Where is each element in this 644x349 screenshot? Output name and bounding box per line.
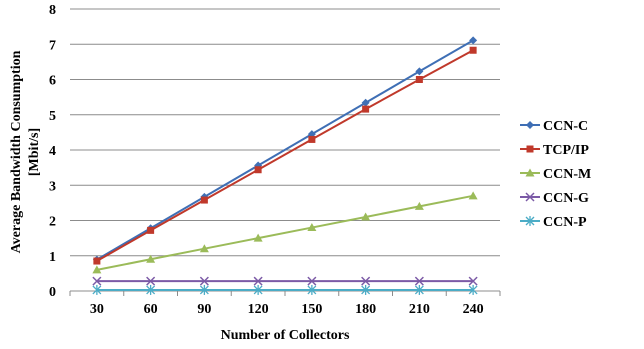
legend-marker — [525, 192, 535, 202]
legend-item: CCN-C — [520, 119, 588, 134]
y-tick-label: 3 — [49, 179, 56, 194]
data-point — [361, 98, 370, 107]
y-axis-title-line-1: Average Bandwidth Consumption — [9, 50, 24, 253]
legend-item: CCN-P — [520, 215, 587, 230]
data-point — [200, 196, 208, 204]
series-line-tcp-ip — [96, 49, 474, 262]
y-axis-title-line-2: [Mbit/s] — [27, 128, 42, 176]
data-point — [307, 276, 317, 286]
data-point — [307, 223, 317, 232]
legend-label: TCP/IP — [543, 143, 589, 158]
x-tick-label: 210 — [409, 302, 430, 317]
legend-item: CCN-G — [520, 191, 589, 206]
data-point — [253, 284, 263, 295]
legend-label: CCN-P — [543, 215, 587, 230]
data-point — [92, 276, 102, 286]
legend-label: CCN-M — [543, 167, 591, 182]
x-tick-label: 90 — [197, 302, 211, 317]
legend-marker — [525, 168, 535, 177]
data-point — [414, 276, 424, 286]
data-point — [93, 257, 101, 265]
data-point — [199, 244, 209, 253]
legend-label: CCN-G — [543, 191, 589, 206]
data-point — [469, 36, 478, 45]
legend-item: TCP/IP — [520, 143, 589, 158]
data-point — [307, 284, 317, 295]
series-line-ccn-m — [96, 194, 474, 271]
legend-marker — [525, 216, 535, 226]
data-point — [362, 105, 370, 113]
y-tick-label: 5 — [49, 109, 56, 124]
data-point — [308, 135, 316, 143]
x-tick-label: 30 — [90, 302, 104, 317]
y-tick-label: 6 — [49, 74, 56, 89]
data-point — [92, 284, 102, 295]
x-tick-label: 120 — [248, 302, 269, 317]
x-tick-label: 150 — [301, 302, 322, 317]
x-tick-label: 60 — [144, 302, 158, 317]
data-point — [361, 212, 371, 221]
legend-marker — [526, 121, 534, 129]
data-point — [414, 201, 424, 210]
y-tick-label: 1 — [49, 250, 56, 265]
data-point — [415, 67, 424, 76]
y-tick-label: 8 — [49, 3, 56, 18]
data-point — [415, 76, 423, 83]
data-point — [199, 276, 209, 286]
data-point — [414, 284, 424, 295]
grid-layer — [70, 8, 500, 257]
legend-marker — [526, 145, 534, 153]
data-point — [254, 166, 262, 174]
y-tick-label: 0 — [49, 285, 56, 300]
series-layer — [92, 36, 478, 295]
data-point — [146, 254, 156, 263]
data-point — [468, 276, 478, 286]
x-axis-title: Number of Collectors — [221, 328, 350, 343]
y-tick-label: 7 — [49, 38, 56, 53]
data-point — [146, 284, 156, 295]
data-point — [92, 265, 102, 274]
data-point — [468, 284, 478, 295]
data-point — [361, 284, 371, 295]
data-point — [253, 233, 263, 242]
x-tick-label: 180 — [355, 302, 376, 317]
data-point — [468, 191, 478, 200]
legend: CCN-C TCP/IP CCN-M CCN-G CCN-P — [520, 119, 591, 230]
data-point — [253, 276, 263, 286]
x-tick-label: 240 — [463, 302, 484, 317]
data-point — [361, 276, 371, 286]
legend-item: CCN-M — [520, 167, 591, 182]
legend-label: CCN-C — [543, 119, 588, 134]
data-point — [199, 284, 209, 295]
data-point — [147, 226, 155, 234]
y-tick-label: 4 — [49, 144, 56, 159]
y-tick-label: 2 — [49, 215, 56, 230]
data-point — [469, 46, 477, 54]
axis-layer: 0 1 2 3 4 5 6 7 8 30 60 90 120 150 180 210 240 — [49, 3, 501, 317]
data-point — [146, 276, 156, 286]
series-line-ccn-c — [96, 39, 474, 261]
